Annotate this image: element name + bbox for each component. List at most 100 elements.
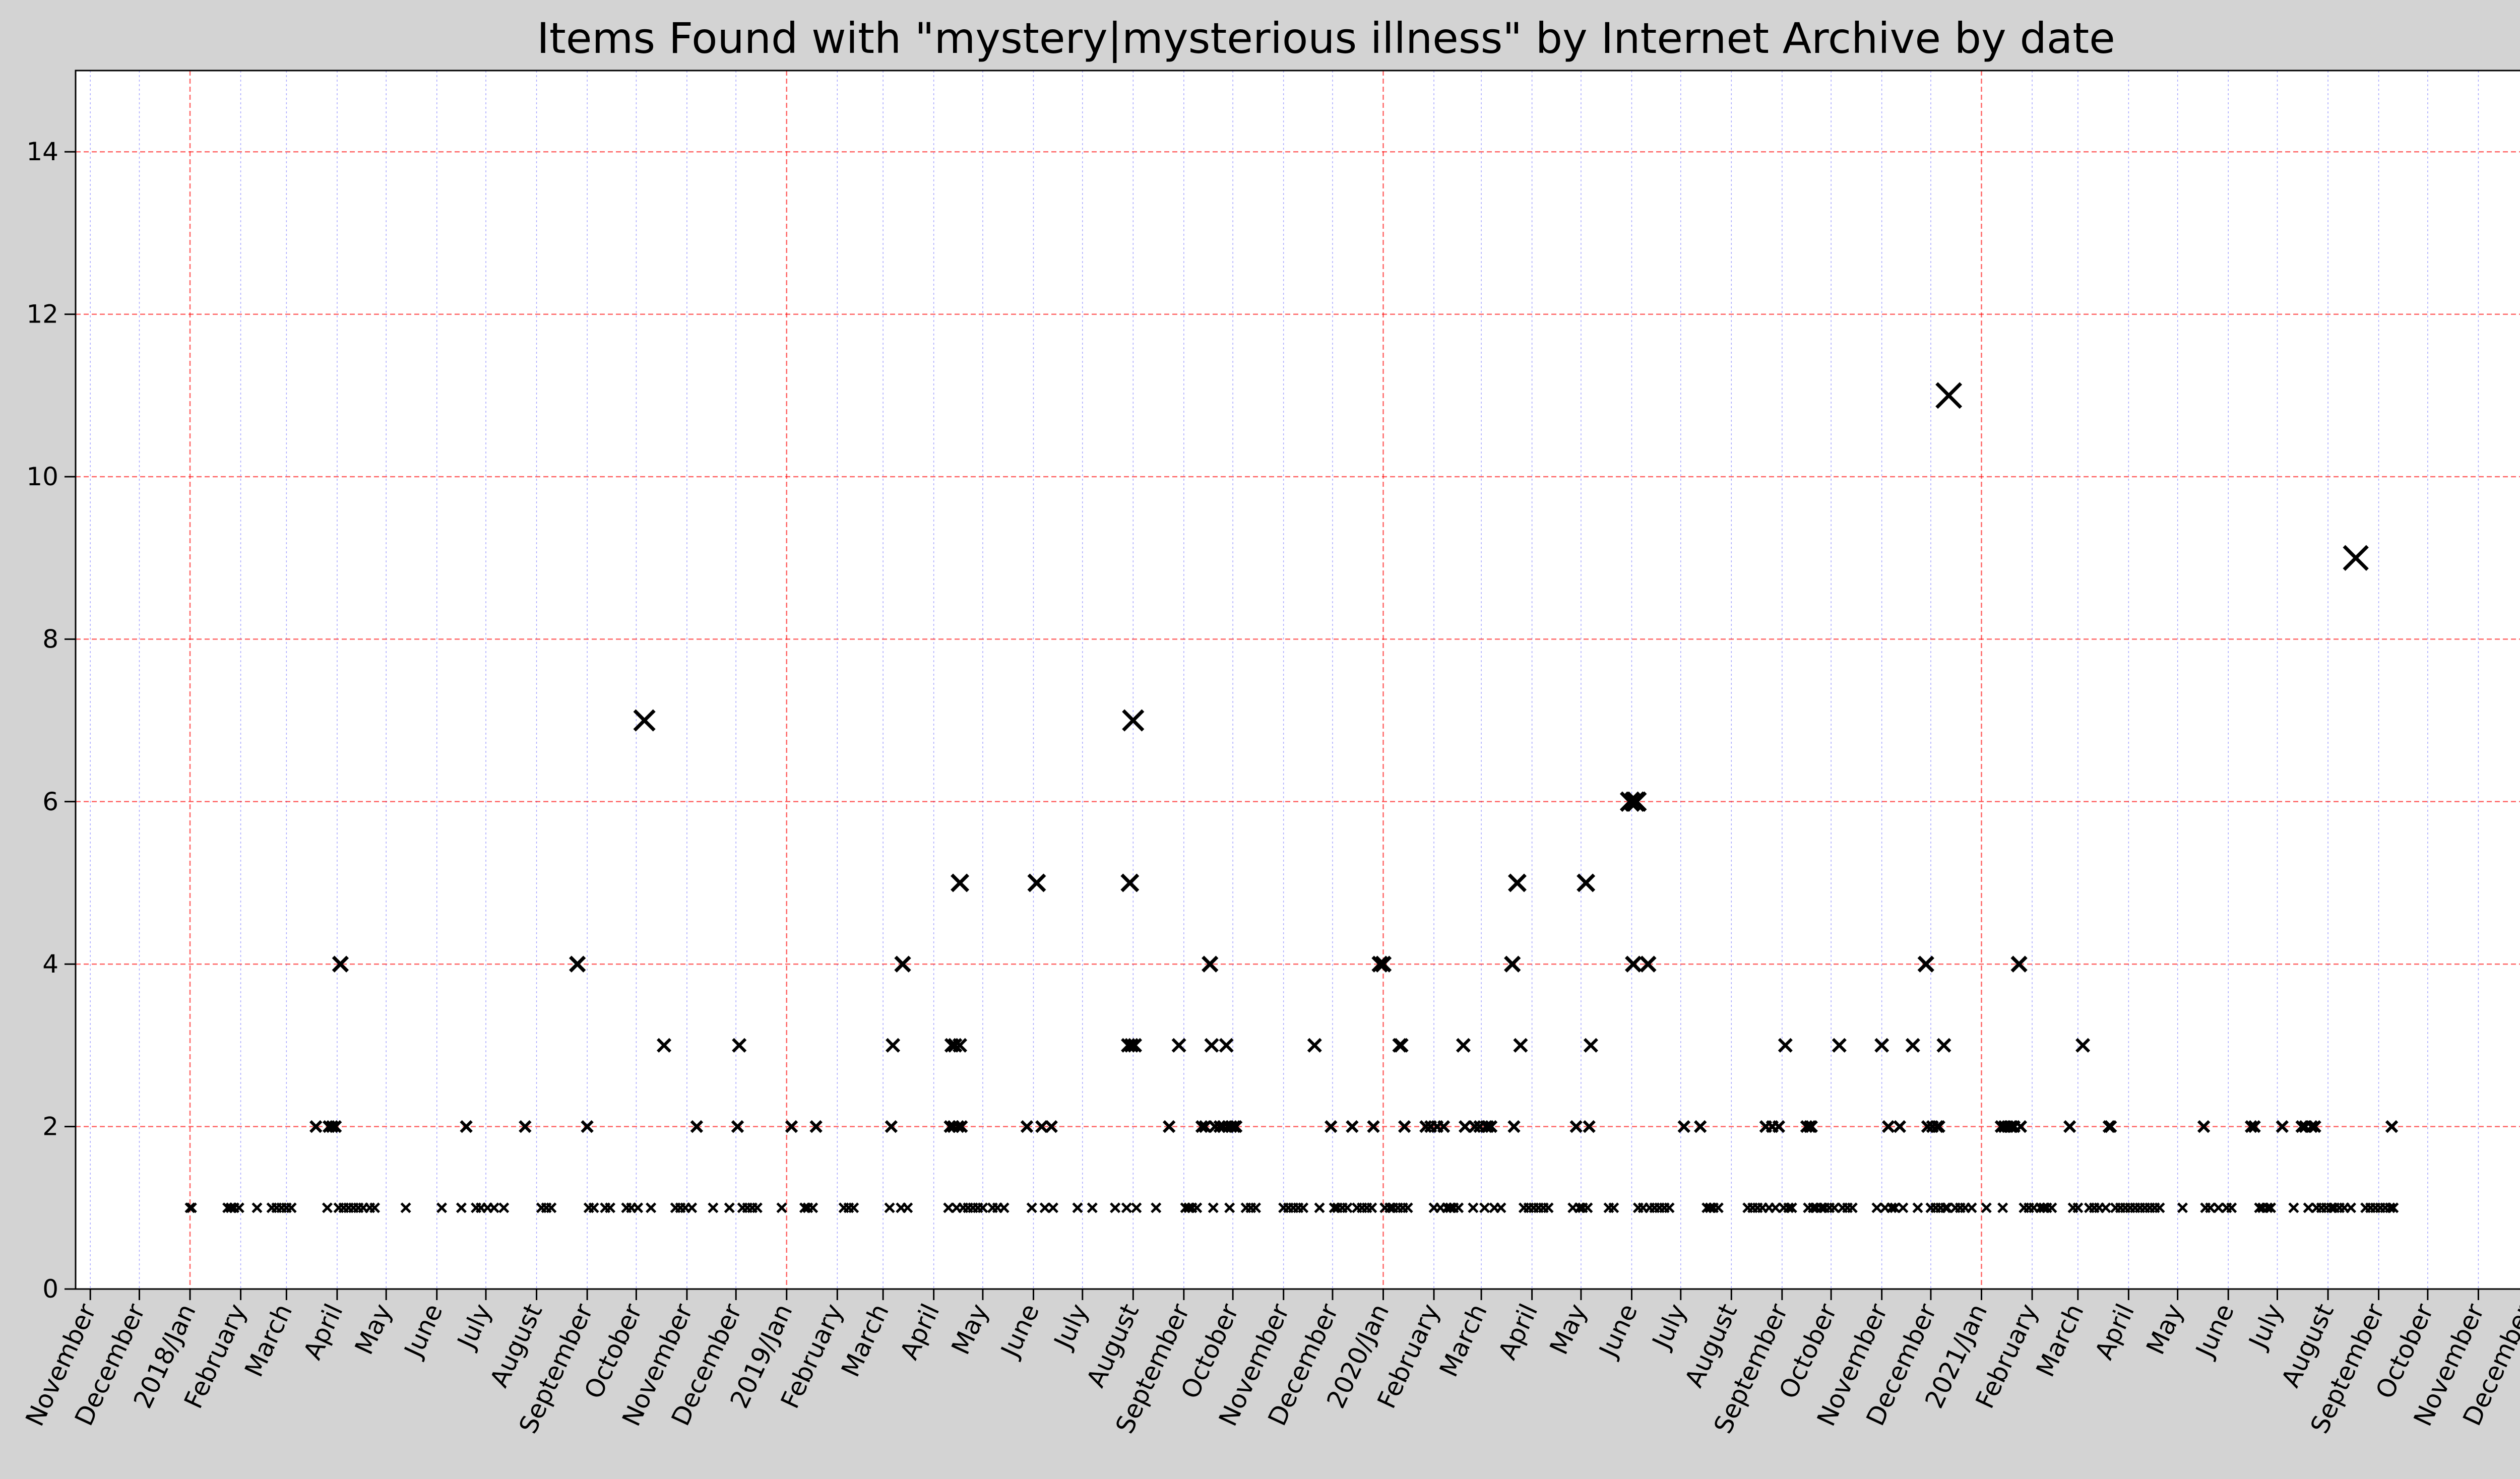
data-point xyxy=(955,1120,968,1133)
data-point xyxy=(309,1120,323,1133)
y-tick-label: 14 xyxy=(26,137,58,166)
data-point xyxy=(2213,1202,2224,1213)
data-point xyxy=(848,1202,859,1213)
data-point xyxy=(2100,1202,2111,1213)
data-point xyxy=(326,1120,339,1133)
data-point xyxy=(1583,1120,1596,1133)
data-point xyxy=(2325,1202,2337,1213)
data-point xyxy=(1583,1038,1598,1053)
y-tick-label: 2 xyxy=(42,1112,58,1141)
data-point xyxy=(1035,1120,1048,1133)
data-point xyxy=(1314,1202,1325,1213)
data-point xyxy=(1199,1120,1212,1133)
data-point xyxy=(1120,873,1140,892)
data-point xyxy=(1026,1202,1037,1213)
data-point xyxy=(369,1202,381,1213)
data-point xyxy=(2046,1202,2057,1213)
data-point xyxy=(1027,873,1046,892)
data-point xyxy=(604,1202,616,1213)
data-point xyxy=(1504,955,1521,973)
data-point xyxy=(948,1038,963,1053)
data-point xyxy=(1981,1202,1992,1213)
data-point xyxy=(2104,1120,2117,1133)
data-point xyxy=(2276,1120,2289,1133)
data-point xyxy=(1456,1038,1471,1053)
data-point xyxy=(886,1038,901,1053)
data-point xyxy=(2385,1120,2399,1133)
data-point xyxy=(1921,1120,1934,1133)
data-point xyxy=(1208,1202,1219,1213)
data-point xyxy=(1783,1202,1794,1213)
data-point xyxy=(690,1120,704,1133)
data-point xyxy=(1577,873,1596,892)
data-point xyxy=(332,955,349,973)
data-point xyxy=(1574,1202,1585,1213)
data-point xyxy=(2197,1120,2211,1133)
data-point xyxy=(1816,1202,1827,1213)
data-point xyxy=(1225,1120,1238,1133)
data-point xyxy=(1898,1202,1909,1213)
data-point xyxy=(519,1120,532,1133)
data-point xyxy=(2343,545,2369,571)
data-point xyxy=(1367,1120,1380,1133)
data-point xyxy=(1045,1120,1058,1133)
data-point xyxy=(2014,1120,2028,1133)
y-tick-label: 4 xyxy=(42,949,58,979)
data-point xyxy=(1444,1202,1456,1213)
data-point xyxy=(2388,1202,2399,1213)
data-point xyxy=(1371,955,1389,973)
data-point xyxy=(1151,1202,1162,1213)
data-point xyxy=(1829,1202,1840,1213)
data-point xyxy=(2226,1202,2237,1213)
data-point xyxy=(732,1038,747,1053)
data-point xyxy=(1124,1038,1139,1053)
data-point xyxy=(1770,1202,1781,1213)
data-point xyxy=(2204,1202,2216,1213)
data-point xyxy=(1202,955,1219,973)
data-point xyxy=(400,1202,411,1213)
data-point xyxy=(809,1120,823,1133)
data-point xyxy=(1162,1120,1176,1133)
data-point xyxy=(1171,1038,1186,1053)
data-point xyxy=(1374,955,1392,973)
data-point xyxy=(2072,1202,2084,1213)
data-point xyxy=(952,1120,965,1133)
data-point xyxy=(1122,709,1145,732)
data-point xyxy=(1329,1202,1340,1213)
data-point xyxy=(2305,1120,2318,1133)
data-point xyxy=(1484,1120,1498,1133)
data-point xyxy=(1608,1202,1619,1213)
data-point xyxy=(1437,1120,1451,1133)
data-point xyxy=(1468,1120,1481,1133)
data-point xyxy=(1513,1038,1528,1053)
data-point xyxy=(2038,1202,2049,1213)
data-point xyxy=(1131,1202,1142,1213)
data-point xyxy=(1569,1120,1583,1133)
data-point xyxy=(951,873,970,892)
data-point xyxy=(1874,1038,1889,1053)
data-point xyxy=(488,1202,499,1213)
data-point xyxy=(1871,1202,1882,1213)
data-point xyxy=(1121,1202,1132,1213)
data-point xyxy=(1626,791,1647,812)
data-point xyxy=(1468,1202,1479,1213)
data-point xyxy=(2075,1038,2091,1053)
data-point xyxy=(1507,873,1527,892)
data-point xyxy=(646,1202,657,1213)
data-point xyxy=(708,1202,719,1213)
data-point xyxy=(1507,1120,1521,1133)
data-point xyxy=(1453,1202,1464,1213)
data-point xyxy=(1110,1202,1121,1213)
data-point xyxy=(1889,1202,1901,1213)
y-tick-label: 12 xyxy=(26,300,58,329)
y-tick-label: 8 xyxy=(42,624,58,654)
data-point xyxy=(1072,1202,1083,1213)
data-point xyxy=(2244,1120,2258,1133)
data-point xyxy=(751,1202,763,1213)
data-point xyxy=(2384,1202,2396,1213)
data-point xyxy=(776,1202,787,1213)
data-point xyxy=(1307,1038,1322,1053)
data-point xyxy=(498,1202,510,1213)
data-point xyxy=(1047,1202,1058,1213)
